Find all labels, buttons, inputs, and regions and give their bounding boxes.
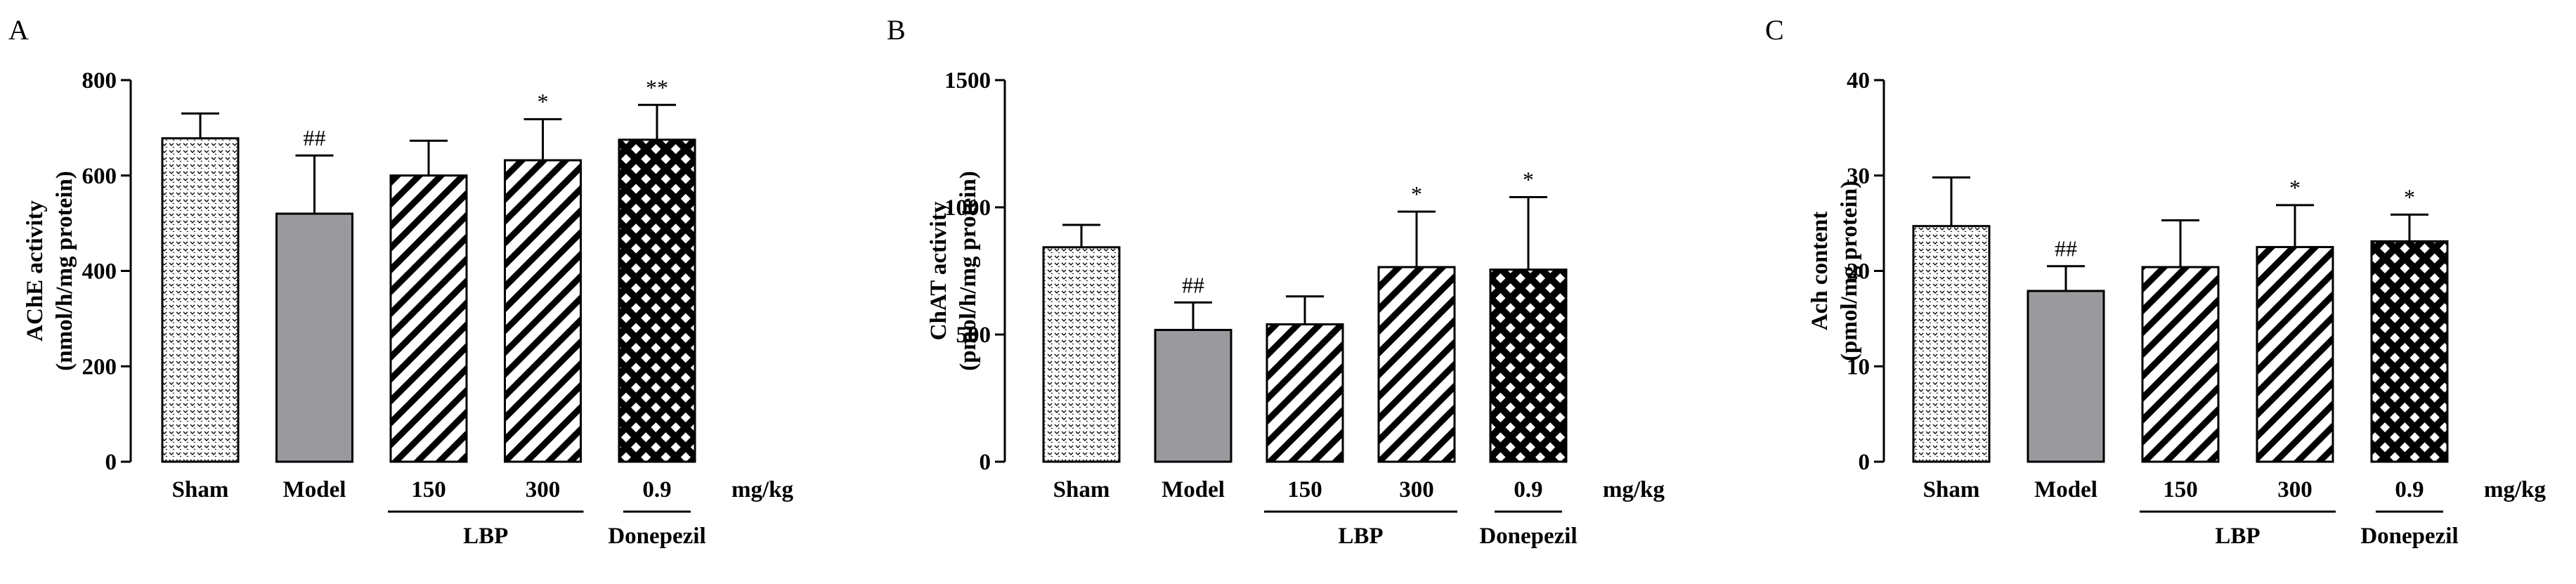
y-tick-label: 200	[82, 354, 117, 379]
x-category-label: Sham	[172, 477, 229, 502]
bar-300	[1377, 266, 1456, 463]
x-category-label: 0.9	[1514, 477, 1542, 502]
bar-150	[1266, 323, 1344, 463]
lbp-group-label: LBP	[2215, 524, 2260, 549]
y-axis-title: ChAT activity	[926, 201, 951, 340]
y-tick-label: 400	[82, 259, 117, 285]
dose-unit-label: mg/kg	[2484, 477, 2546, 502]
panel-letter: C	[1765, 14, 1784, 46]
donepezil-group-label: Donepezil	[608, 524, 705, 549]
lbp-group-label: LBP	[1338, 524, 1383, 549]
bar-300	[504, 159, 582, 463]
donepezil-group-label: Donepezil	[1479, 524, 1577, 549]
x-category-label: 300	[2277, 477, 2312, 502]
x-category-label: 150	[1287, 477, 1322, 502]
dose-unit-label: mg/kg	[731, 477, 794, 502]
x-category-label: 300	[526, 477, 561, 502]
bar-model	[1154, 328, 1232, 463]
y-tick-label: 1500	[944, 68, 991, 93]
x-category-label: 300	[1399, 477, 1434, 502]
y-axis-unit: (nmol/h/mg protein)	[52, 171, 77, 370]
y-tick-label: 0	[1859, 450, 1871, 475]
significance-label: ##	[2055, 236, 2077, 261]
bar-sham	[1042, 246, 1121, 463]
panel-b: B 0 500 1000 1500 ChAT activity (pmol/h/mg pro…	[887, 14, 1665, 549]
significance-label: **	[646, 74, 668, 100]
significance-label: ##	[1182, 272, 1204, 297]
x-category-label: Model	[1162, 477, 1225, 502]
y-axis-title: Ach content	[1807, 212, 1833, 331]
bar-0-9	[2370, 240, 2449, 463]
bar-300	[2256, 246, 2334, 463]
y-tick-label: 1000	[944, 195, 991, 221]
significance-label: *	[2289, 175, 2301, 200]
significance-label: *	[538, 89, 549, 115]
y-tick-label: 500	[956, 323, 991, 348]
x-category-label: 0.9	[642, 477, 671, 502]
bar-model	[275, 212, 353, 463]
panel-a: A 0 200 400 600 800 AChE activity (nmol/h/mg pr…	[8, 14, 794, 549]
dose-unit-label: mg/kg	[1603, 477, 1665, 502]
bar-150	[389, 174, 468, 463]
lbp-group-label: LBP	[463, 524, 508, 549]
bar-0-9	[1489, 268, 1568, 463]
bar-sham	[161, 137, 240, 463]
significance-label: *	[2404, 184, 2415, 209]
y-tick-label: 20	[1847, 259, 1870, 285]
significance-label: ##	[304, 125, 326, 150]
bar-150	[2141, 266, 2220, 463]
bar-model	[2027, 290, 2105, 463]
y-tick-label: 30	[1847, 164, 1870, 189]
y-tick-label: 600	[82, 164, 117, 189]
x-category-label: 150	[411, 477, 446, 502]
y-axis-unit: (pmol/h/mg protein)	[956, 171, 981, 370]
y-tick-label: 10	[1847, 354, 1870, 379]
y-tick-label: 40	[1847, 68, 1870, 93]
y-axis-title: AChE activity	[22, 200, 48, 342]
x-category-label: 150	[2163, 477, 2198, 502]
x-category-label: 0.9	[2395, 477, 2424, 502]
x-category-label: Model	[283, 477, 346, 502]
significance-label: *	[1411, 181, 1422, 207]
y-tick-label: 800	[82, 68, 117, 93]
panel-letter: A	[8, 14, 29, 46]
donepezil-group-label: Donepezil	[2360, 524, 2458, 549]
x-category-label: Sham	[1053, 477, 1110, 502]
panel-c: C 0 10 20 30 40 Ach content (pmol/mg protein) Sh…	[1765, 14, 2546, 549]
y-tick-label: 0	[105, 450, 117, 475]
significance-label: *	[1523, 167, 1534, 193]
panel-letter: B	[887, 14, 906, 46]
y-tick-label: 0	[980, 450, 991, 475]
bar-sham	[1912, 225, 1991, 463]
x-category-label: Sham	[1923, 477, 1980, 502]
y-axis-unit: (pmol/mg protein)	[1837, 181, 1862, 361]
bar-0-9	[618, 138, 696, 463]
x-category-label: Model	[2034, 477, 2097, 502]
